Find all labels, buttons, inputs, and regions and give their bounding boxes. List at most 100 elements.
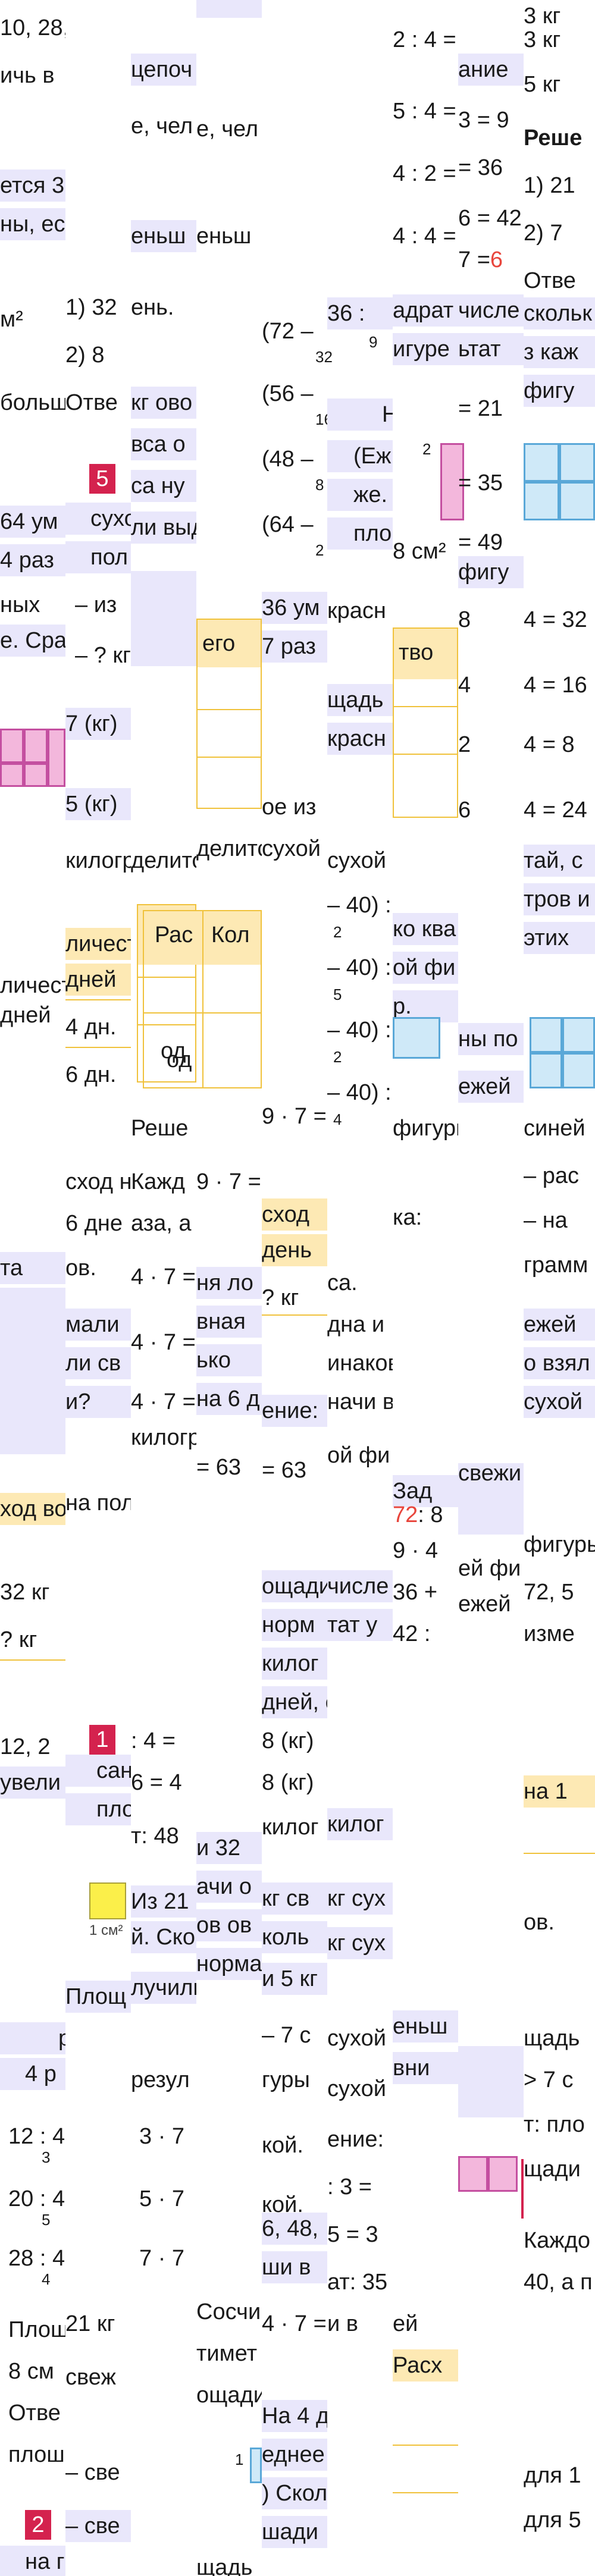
text-fragment: 1) 21 [524,173,575,198]
pink-grid-cell [0,763,24,787]
text-fragment: 7 = [458,247,490,272]
text-fragment: ой фи [327,1443,390,1468]
text-fragment: сан [65,1755,131,1787]
text-fragment: Реше [524,125,583,150]
text-fragment: ачи о [196,1871,262,1903]
red-number: 72 [393,1502,418,1527]
text-fragment: пло [327,517,393,550]
text-fragment: вная [196,1306,262,1338]
text-fragment: 4 = 8 [524,732,575,757]
text-fragment: 6 = 42 [458,206,522,231]
text-fragment: ? кг [262,1285,299,1310]
text-fragment: тимет [196,2341,258,2366]
text-fragment: еньш [131,220,196,252]
text-fragment: ов ов [196,1909,262,1941]
blue-grid-cell [524,482,559,520]
text-fragment: Отве [8,2401,61,2426]
text-fragment: = 35 [458,470,503,495]
text-fragment: делится [196,836,262,861]
text-fragment: Отве [65,390,118,415]
text-fragment: еньш [196,224,252,249]
text-fragment: килог [262,1815,319,1840]
text-fragment: е, чел [131,114,193,139]
text-fragment: личест [65,928,131,960]
sub-number: 9 [369,333,378,351]
text-fragment: = 49 [458,530,503,555]
text-fragment: 2) 8 [65,343,105,368]
text-fragment: 5 : 4 = [393,99,456,124]
text-fragment: сухой [327,2026,386,2051]
text-fragment: 4 дн. [65,1015,117,1040]
text-fragment: 36 ум [262,592,327,624]
blue-grid-cell [559,443,595,482]
text-fragment: адрат [393,294,458,327]
text-fragment: лучили [131,1972,196,2004]
text-fragment: од [167,1047,192,1072]
text-fragment: ка: [393,1205,422,1230]
sub-number: 2 [315,541,324,559]
task-badge-5: 5 [89,464,115,494]
text-fragment: од [161,1038,186,1063]
sub-number: 1 [235,2451,244,2468]
text-fragment: Рас [155,923,193,947]
text-fragment: Сосчи [196,2299,261,2324]
text-fragment: 28 : 4 [8,2246,65,2271]
text-fragment: для 1 [524,2463,581,2488]
text-fragment: для 5 [524,2508,581,2533]
text-fragment: – 7 с [262,2023,311,2048]
text-fragment: 8 см² [393,539,446,564]
text-fragment: синей [524,1116,585,1141]
text-fragment: ень. [131,295,174,320]
text-fragment: резул [131,2067,190,2092]
text-fragment: ня ло [196,1267,262,1299]
text-fragment: 3 · 7 [139,2124,185,2149]
text-fragment: 5 = 3 [327,2222,378,2247]
text-fragment: са. [327,1270,358,1295]
text-fragment: 6 дн. [65,1062,117,1087]
text-fragment: ат: 35 [327,2270,388,2295]
text-fragment: ны по [458,1023,524,1055]
text-fragment: : 4 = [131,1728,176,1753]
text-fragment: 4 = 24 [524,798,587,823]
text-fragment: фигуры [524,1532,595,1557]
text-fragment: = 36 [458,155,503,180]
text-fragment: ов. [524,1910,555,1935]
text-fragment: цепоч [131,54,196,86]
text-fragment: вса о [131,428,196,460]
blue-grid-cell [559,482,595,520]
text-fragment: 2) 7 [524,221,563,246]
text-fragment: ? кг [0,1627,37,1652]
text-fragment: кг сух [327,1927,393,1959]
text-fragment: на 6 д [196,1383,262,1415]
text-fragment: 20 : 4 [8,2186,65,2211]
blue-grid-cell [250,2448,262,2483]
text-fragment: его [202,631,236,656]
text-fragment: 72, 5 [524,1580,574,1605]
text-fragment: На 4 д [262,2400,327,2432]
pink-grid-cell [48,729,65,787]
text-fragment: увели [0,1767,65,1799]
text-fragment: = 63 [262,1458,307,1483]
text-fragment: 9 · 4 [393,1538,439,1563]
blue-grid-cell [562,1017,595,1053]
text-fragment: сухой [262,836,321,861]
text-fragment: щадь [524,2026,580,2051]
text-fragment: м² [0,307,23,332]
text-fragment: коль [262,1921,327,1953]
text-fragment: 12, 2 [0,1734,51,1759]
text-fragment: Кол [211,923,250,947]
text-fragment: тат у [327,1609,393,1641]
table-line [65,999,131,1000]
text-fragment: – на [524,1208,568,1233]
text-fragment: аза, а [131,1211,192,1236]
text-fragment: ьтат [458,333,524,365]
text-fragment: 5 кг [524,72,561,97]
text-fragment: Реше [131,1116,189,1141]
text-fragment: 36 : [327,297,393,330]
text-fragment: (56 – [262,381,314,406]
task-badge-1: 1 [89,1725,115,1755]
text-fragment: свеж [65,2365,116,2390]
text-fragment: ли св [65,1347,131,1379]
text-fragment: ежей [524,1309,595,1341]
text-fragment: ется 3 [0,170,65,202]
